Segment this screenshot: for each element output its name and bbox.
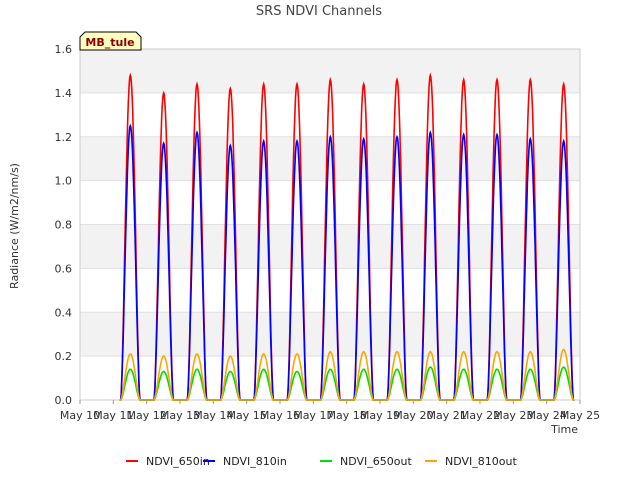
plot-band — [80, 312, 580, 357]
x-tick-label: May 19 — [360, 409, 400, 422]
x-tick-label: May 11 — [93, 409, 133, 422]
x-tick-label: May 22 — [460, 409, 500, 422]
y-tick-label: 1.2 — [55, 131, 73, 144]
station-label-box: MB_tule — [79, 31, 142, 51]
x-tick-label: May 21 — [427, 409, 467, 422]
x-tick-label: May 12 — [127, 409, 167, 422]
x-tick-label: May 25 — [560, 409, 600, 422]
x-tick-label: May 16 — [260, 409, 300, 422]
legend-entry: NDVI_810out — [445, 455, 517, 468]
x-tick-label: May 17 — [293, 409, 333, 422]
x-axis-label: Time — [550, 423, 578, 436]
legend-entry: NDVI_810in — [223, 455, 287, 468]
plot-band — [80, 268, 580, 313]
plot-band — [80, 92, 580, 137]
y-tick-label: 0.0 — [55, 394, 73, 407]
y-tick-label: 0.8 — [55, 219, 73, 232]
y-tick-label: 1.0 — [55, 175, 73, 188]
x-tick-label: May 24 — [527, 409, 567, 422]
x-tick-label: May 23 — [493, 409, 533, 422]
chart-title: SRS NDVI Channels — [256, 4, 382, 19]
y-tick-label: 1.4 — [55, 87, 73, 100]
legend: NDVI_650in NDVI_810in NDVI_650out NDVI_810o… — [126, 455, 517, 468]
x-tick-label: May 10 — [60, 409, 100, 422]
y-axis-label: Radiance (W/m2/nm/s) — [8, 163, 21, 289]
x-tick-label: May 15 — [227, 409, 267, 422]
y-tick-labels: 0.0 0.2 0.4 0.6 0.8 1.0 1.2 1.4 1.6 — [55, 43, 73, 407]
x-tick-label: May 14 — [193, 409, 233, 422]
plot-band — [80, 224, 580, 269]
legend-entry: NDVI_650in — [146, 455, 210, 468]
y-tick-label: 0.4 — [55, 306, 73, 319]
plot-band — [80, 180, 580, 225]
x-tick-label: May 13 — [160, 409, 200, 422]
y-tick-label: 1.6 — [55, 43, 73, 56]
legend-entry: NDVI_650out — [340, 455, 412, 468]
station-label: MB_tule — [85, 36, 134, 49]
x-tick-label: May 18 — [327, 409, 367, 422]
plot-band — [80, 356, 580, 400]
plot-frame — [79, 48, 581, 401]
y-tick-label: 0.6 — [55, 262, 73, 275]
x-tick-label: May 20 — [393, 409, 433, 422]
y-tick-label: 0.2 — [55, 350, 73, 363]
